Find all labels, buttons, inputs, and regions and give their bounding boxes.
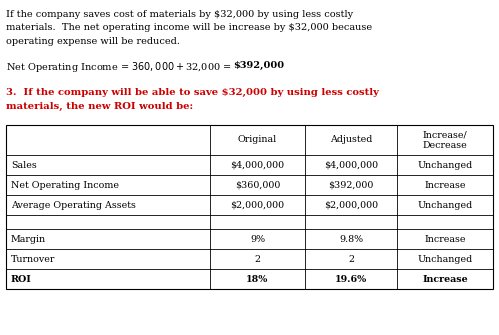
- Text: materials, the new ROI would be:: materials, the new ROI would be:: [6, 102, 193, 111]
- Text: Turnover: Turnover: [11, 255, 55, 264]
- Text: Increase/
Decrease: Increase/ Decrease: [423, 130, 468, 150]
- Text: Increase: Increase: [422, 274, 468, 283]
- Text: If the company saves cost of materials by $32,000 by using less costly: If the company saves cost of materials b…: [6, 10, 353, 19]
- Text: Increase: Increase: [424, 181, 466, 190]
- Text: $392,000: $392,000: [328, 181, 374, 190]
- Text: Average Operating Assets: Average Operating Assets: [11, 201, 136, 209]
- Text: 9.8%: 9.8%: [339, 234, 363, 244]
- Text: Margin: Margin: [11, 234, 46, 244]
- Text: Original: Original: [238, 135, 277, 144]
- Text: Sales: Sales: [11, 160, 37, 170]
- Text: 19.6%: 19.6%: [335, 274, 367, 283]
- Text: 3.  If the company will be able to save $32,000 by using less costly: 3. If the company will be able to save $…: [6, 88, 379, 97]
- Text: Net Operating Income = $360,000 + $32,000 =: Net Operating Income = $360,000 + $32,00…: [6, 61, 233, 74]
- Text: 2: 2: [348, 255, 354, 264]
- Text: Adjusted: Adjusted: [330, 135, 372, 144]
- Text: materials.  The net operating income will be increase by $32,000 because: materials. The net operating income will…: [6, 23, 372, 32]
- Text: 18%: 18%: [247, 274, 268, 283]
- Bar: [6, 125, 493, 289]
- Text: Unchanged: Unchanged: [417, 255, 473, 264]
- Text: $2,000,000: $2,000,000: [231, 201, 284, 209]
- Text: Increase: Increase: [424, 234, 466, 244]
- Text: Unchanged: Unchanged: [417, 160, 473, 170]
- Text: $2,000,000: $2,000,000: [324, 201, 378, 209]
- Text: $392,000: $392,000: [233, 61, 284, 70]
- Text: 2: 2: [254, 255, 260, 264]
- Text: ROI: ROI: [11, 274, 32, 283]
- Text: $4,000,000: $4,000,000: [324, 160, 378, 170]
- Text: 9%: 9%: [250, 234, 265, 244]
- Text: $4,000,000: $4,000,000: [231, 160, 284, 170]
- Text: $360,000: $360,000: [235, 181, 280, 190]
- Text: Unchanged: Unchanged: [417, 201, 473, 209]
- Text: operating expense will be reduced.: operating expense will be reduced.: [6, 37, 180, 46]
- Text: Net Operating Income: Net Operating Income: [11, 181, 119, 190]
